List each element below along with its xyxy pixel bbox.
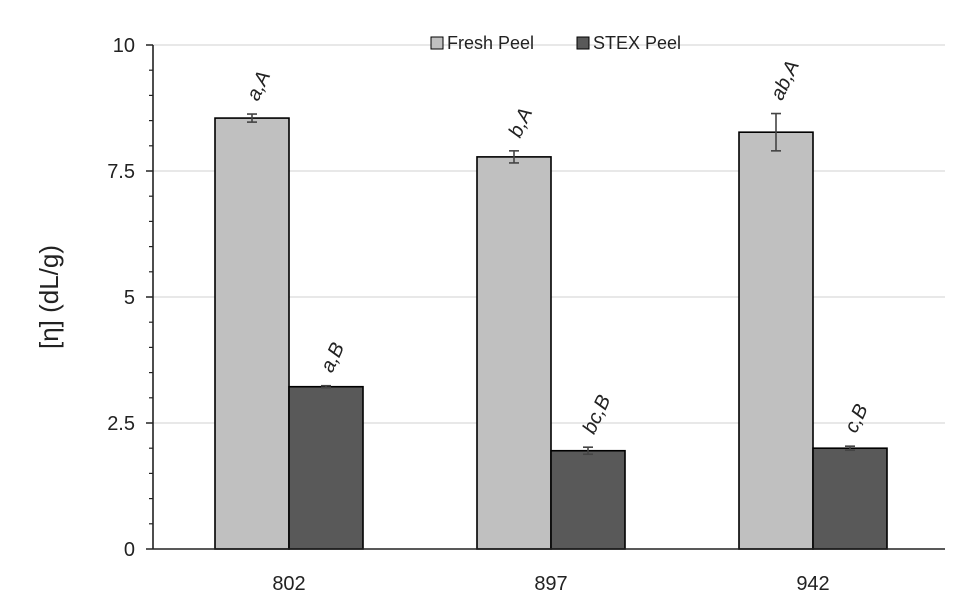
- y-axis-label: [η] (dL/g): [34, 245, 64, 349]
- labels: 0 2.5 5 7.5 10 a,A b,A ab,A a,B bc,B c,B 802 897 942: [107, 35, 873, 595]
- x-tick-label: 942: [796, 573, 829, 592]
- y-tick-label: 0: [124, 539, 135, 561]
- legend-swatch: [430, 36, 444, 50]
- bar-fresh-peel: [476, 156, 552, 550]
- y-tick-label: 2.5: [107, 413, 135, 435]
- significance-label: a,B: [317, 339, 350, 376]
- bar-fresh-peel: [214, 117, 290, 550]
- x-tick-label: 897: [534, 573, 567, 592]
- legend-label: STEX Peel: [593, 33, 681, 53]
- bar-stex-peel: [550, 449, 626, 550]
- y-tick-label: 7.5: [107, 161, 135, 183]
- bar-fresh-peel: [738, 131, 814, 550]
- significance-label: b,A: [505, 104, 538, 141]
- significance-label: c,B: [841, 401, 873, 436]
- y-tick-label: 10: [113, 35, 135, 57]
- significance-label: ab,A: [767, 57, 804, 104]
- axes: [146, 44, 945, 550]
- bars: [214, 112, 888, 550]
- bar-stex-peel: [288, 385, 364, 550]
- bar-stex-peel: [812, 447, 888, 550]
- significance-label: bc,B: [579, 392, 616, 438]
- legend-swatch: [576, 36, 590, 50]
- legend: Fresh Peel STEX Peel: [430, 33, 681, 53]
- x-tick-label: 802: [272, 573, 305, 592]
- significance-label: a,A: [243, 68, 276, 105]
- legend-label: Fresh Peel: [447, 33, 534, 53]
- y-tick-label: 5: [124, 287, 135, 309]
